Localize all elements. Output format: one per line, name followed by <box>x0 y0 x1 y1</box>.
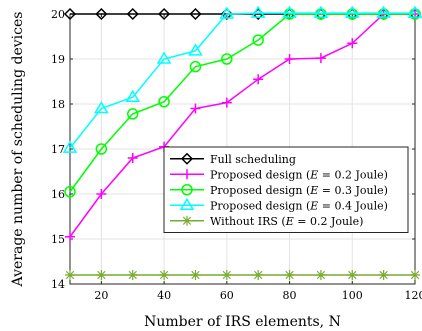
data-point <box>65 231 75 242</box>
y-tick-label: 18 <box>51 98 65 111</box>
legend-label: Without IRS (E = 0.2 Joule) <box>210 215 363 228</box>
data-point <box>344 5 360 18</box>
data-point <box>221 97 232 108</box>
data-point <box>95 143 108 155</box>
legend-entry: Full scheduling <box>170 152 296 166</box>
legend-box <box>163 146 409 233</box>
data-point <box>376 5 391 18</box>
y-tick-label: 16 <box>51 188 65 201</box>
data-point <box>125 89 141 102</box>
data-point <box>94 101 109 114</box>
data-point <box>63 7 77 21</box>
series-4 <box>65 270 420 280</box>
data-point <box>315 270 326 280</box>
series-layer <box>62 5 422 280</box>
y-tick-label: 14 <box>51 278 65 291</box>
x-tick-label: 80 <box>283 289 297 302</box>
data-point <box>378 270 389 280</box>
data-point <box>189 60 202 73</box>
data-point <box>62 140 78 153</box>
data-point <box>189 7 202 21</box>
data-point <box>284 54 295 64</box>
data-point <box>253 74 264 85</box>
data-point <box>158 96 170 108</box>
legend-label: Proposed design (E = 0.4 Joule) <box>210 199 388 212</box>
data-point <box>219 6 235 19</box>
data-point <box>188 43 203 56</box>
x-tick-label: 40 <box>157 289 171 302</box>
legend-marker <box>181 184 193 196</box>
legend-entry: Proposed design (E = 0.4 Joule) <box>170 197 388 212</box>
data-point <box>250 5 266 18</box>
series-3 <box>62 5 422 153</box>
data-point <box>126 7 139 21</box>
legend-label: Proposed design (E = 0.2 Joule) <box>210 168 388 181</box>
data-point <box>253 270 264 280</box>
data-point <box>313 5 329 18</box>
legend-entry: Proposed design (E = 0.2 Joule) <box>170 168 388 181</box>
data-point <box>65 270 75 280</box>
data-point <box>96 189 107 199</box>
data-point <box>284 270 295 280</box>
data-point <box>127 270 138 280</box>
legend-marker <box>182 169 192 180</box>
data-point <box>64 186 76 198</box>
legend-label: Full scheduling <box>210 153 296 166</box>
x-axis-label: Number of IRS elements, N <box>144 314 341 330</box>
data-point <box>410 270 420 280</box>
data-point <box>190 103 201 114</box>
data-point <box>315 53 326 64</box>
legend-entry: Proposed design (E = 0.3 Joule) <box>170 184 388 197</box>
data-point <box>127 153 138 163</box>
data-point <box>221 53 233 65</box>
data-point <box>347 270 358 280</box>
legend-marker <box>179 197 195 210</box>
data-point <box>96 270 107 280</box>
legend: Full scheduling Proposed design (E = 0.2 … <box>163 146 409 233</box>
x-tick-label: 100 <box>342 289 363 302</box>
y-tick-label: 19 <box>51 53 65 66</box>
data-point <box>95 7 108 21</box>
data-point <box>407 5 422 18</box>
data-point <box>126 108 139 120</box>
legend-marker <box>182 215 192 226</box>
y-tick-label: 17 <box>51 143 65 156</box>
data-point <box>158 7 171 21</box>
legend-entry: Without IRS (E = 0.2 Joule) <box>170 215 363 228</box>
data-point <box>282 5 297 18</box>
x-tick-label: 120 <box>405 289 422 302</box>
x-tick-label: 20 <box>94 289 108 302</box>
y-axis-label: Average number of scheduling devices <box>10 12 26 288</box>
legend-marker <box>180 152 194 165</box>
y-tick-label: 20 <box>51 8 65 21</box>
data-point <box>156 51 172 64</box>
data-point <box>221 270 232 280</box>
data-point <box>159 270 170 280</box>
data-point <box>347 38 358 49</box>
x-tick-label: 60 <box>220 289 234 302</box>
data-point <box>190 270 201 280</box>
y-tick-label: 15 <box>51 233 65 246</box>
data-point <box>252 34 264 46</box>
legend-label: Proposed design (E = 0.3 Joule) <box>210 184 388 197</box>
series-line <box>69 13 415 238</box>
